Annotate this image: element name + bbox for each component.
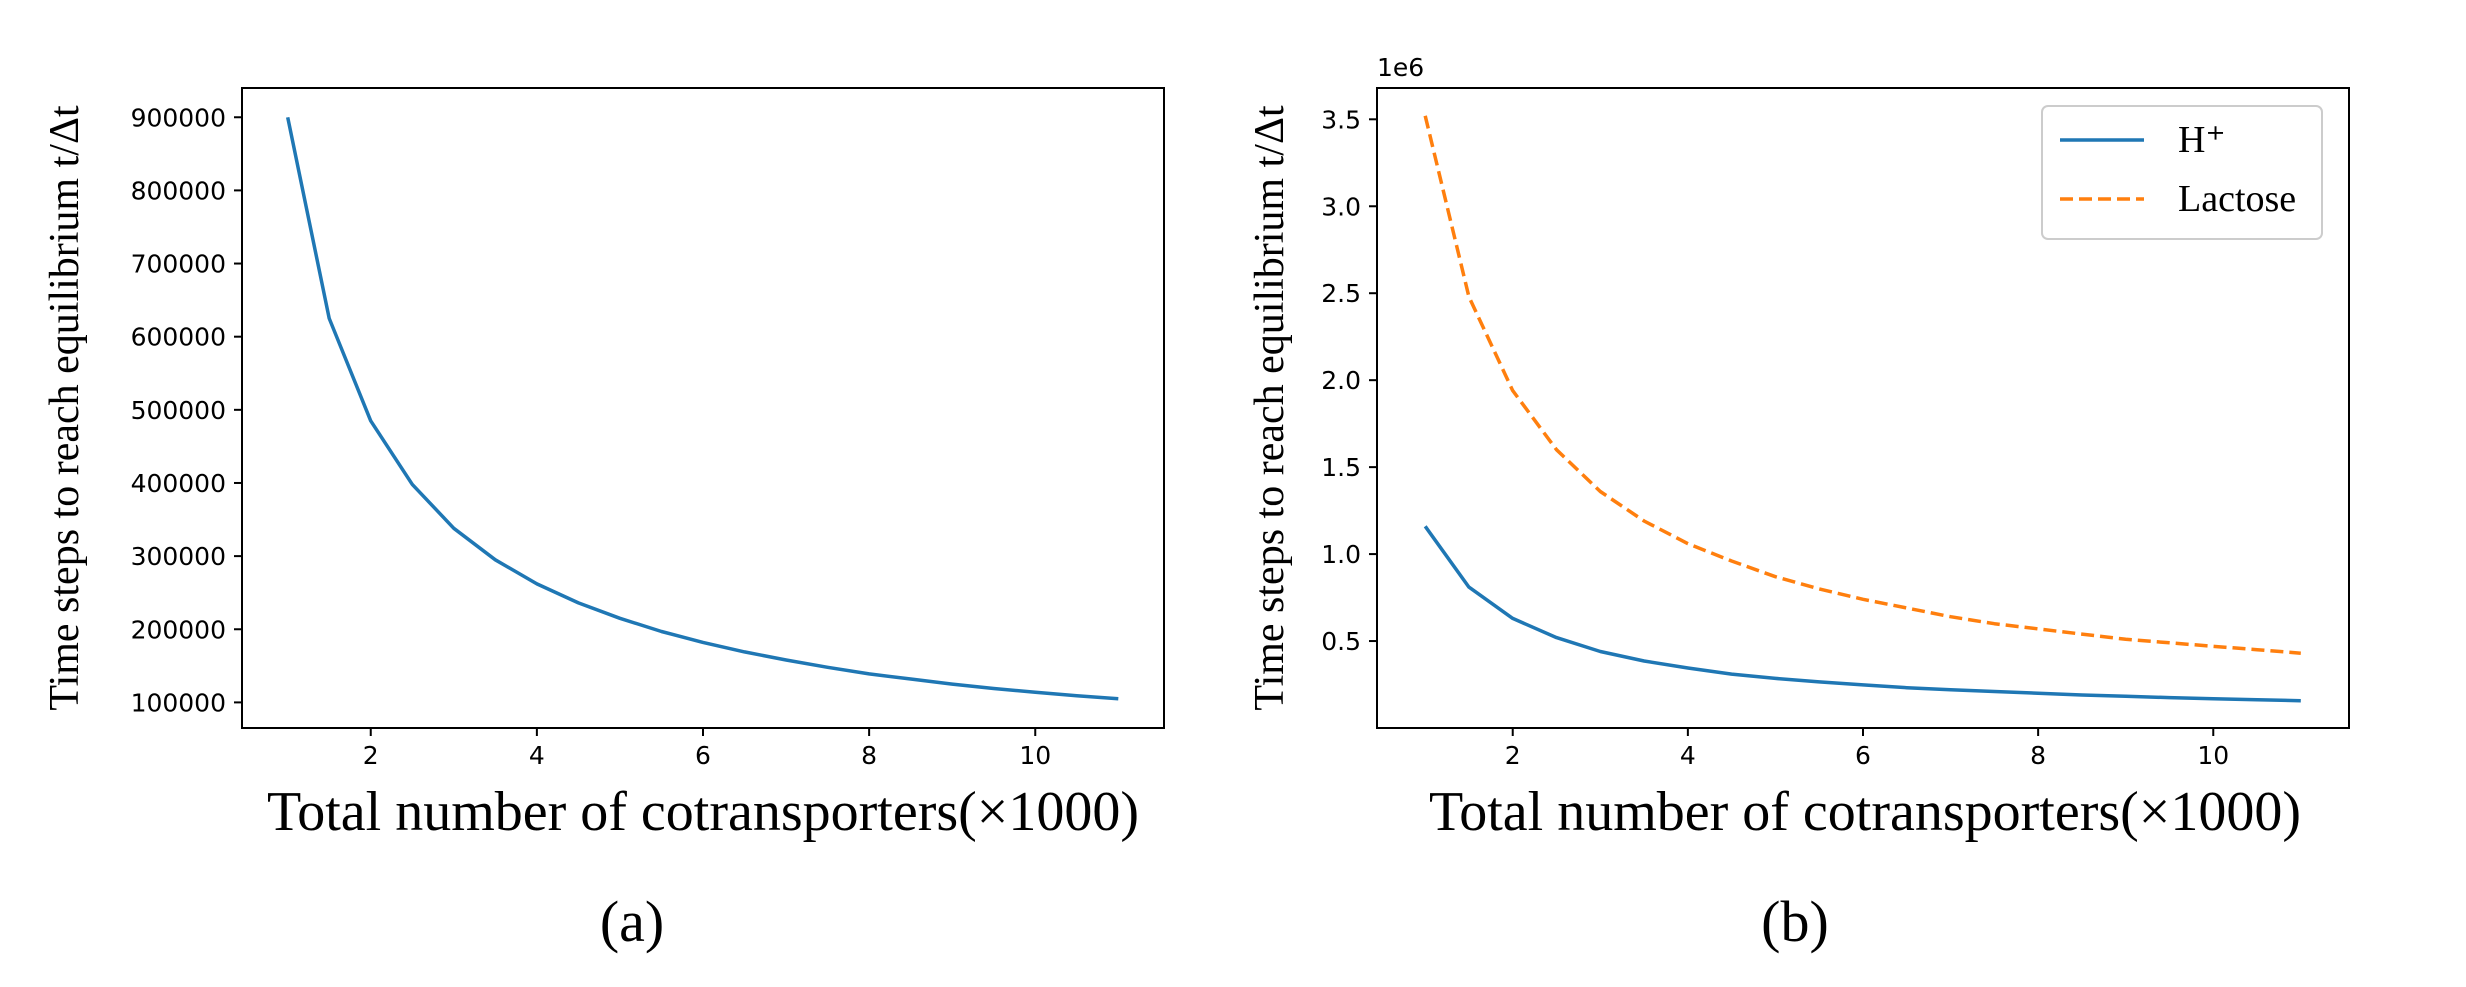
panel-a-y-tick-label: 400000	[131, 469, 226, 498]
panel-b-label: (b)	[1761, 889, 1829, 954]
legend-label-h-plus: H⁺	[2178, 119, 2226, 161]
panel-a-x-tick-label: 10	[1019, 741, 1051, 770]
panel-b-y-tick-label: 3.0	[1321, 192, 1361, 221]
panel-a-y-tick-label: 600000	[131, 323, 226, 352]
panel-a-y-tick-label: 100000	[131, 688, 226, 717]
panel-b-y-tick-label: 3.5	[1321, 105, 1361, 134]
panel-a-y-tick-label: 200000	[131, 615, 226, 644]
panel-b-y-tick-label: 1.0	[1321, 540, 1361, 569]
panel-b-y-axis-label: Time steps to reach equilibrium t/Δt	[1247, 105, 1293, 711]
panel-b-x-ticks: 2 4 6 8 10	[1505, 728, 2229, 770]
panel-b-series	[1423, 115, 2301, 703]
panel-a-y-tick-label: 500000	[131, 396, 226, 425]
panel-a-y-axis-label: Time steps to reach equilibrium t/Δt	[42, 105, 88, 711]
panel-a-x-tick-label: 6	[695, 741, 711, 770]
panel-b-x-tick-label: 6	[1855, 741, 1871, 770]
panel-b-series-line-lactose	[1423, 115, 2301, 655]
panel-b: 2 4 6 8 10 0.5 1.0 1.5 2.0 2.5 3.0 3.5 1e6 Total n…	[1247, 53, 2350, 954]
panel-a-x-tick-label: 4	[529, 741, 545, 770]
panel-a-series	[285, 116, 1119, 701]
panel-a-plot-frame	[241, 87, 1165, 729]
panel-b-y-tick-label: 0.5	[1321, 627, 1361, 656]
panel-b-offset-text: 1e6	[1377, 53, 1424, 82]
panel-b-x-axis-label: Total number of cotransporters(×1000)	[1429, 781, 2301, 843]
panel-a-x-axis-label: Total number of cotransporters(×1000)	[267, 781, 1139, 843]
legend-label-lactose: Lactose	[2178, 178, 2296, 220]
panel-b-y-tick-label: 2.5	[1321, 279, 1361, 308]
panel-a-label: (a)	[600, 889, 664, 954]
panel-a-x-tick-label: 8	[861, 741, 877, 770]
panel-b-series-line-h	[1423, 525, 2301, 703]
panel-a-x-tick-label: 2	[363, 741, 379, 770]
panel-a-y-tick-label: 700000	[131, 250, 226, 279]
panel-a-y-tick-label: 300000	[131, 542, 226, 571]
panel-b-y-tick-label: 1.5	[1321, 453, 1361, 482]
panel-a-y-ticks: 100000 200000 300000 400000 500000 600000 7000…	[131, 103, 242, 717]
legend: H⁺ Lactose	[2041, 105, 2323, 240]
panel-a: 2 4 6 8 10 100000 200000 300000 400000 500000 600…	[42, 87, 1165, 954]
panel-b-x-tick-label: 10	[2197, 741, 2229, 770]
panel-b-x-tick-label: 4	[1680, 741, 1696, 770]
panel-b-x-tick-label: 8	[2030, 741, 2046, 770]
panel-a-x-ticks: 2 4 6 8 10	[363, 728, 1051, 770]
panel-a-y-tick-label: 900000	[131, 103, 226, 132]
panel-a-series-line-1	[285, 116, 1119, 701]
panel-a-y-tick-label: 800000	[131, 176, 226, 205]
panel-b-y-ticks: 0.5 1.0 1.5 2.0 2.5 3.0 3.5	[1321, 105, 1377, 656]
panel-b-x-tick-label: 2	[1505, 741, 1521, 770]
panel-b-y-tick-label: 2.0	[1321, 366, 1361, 395]
